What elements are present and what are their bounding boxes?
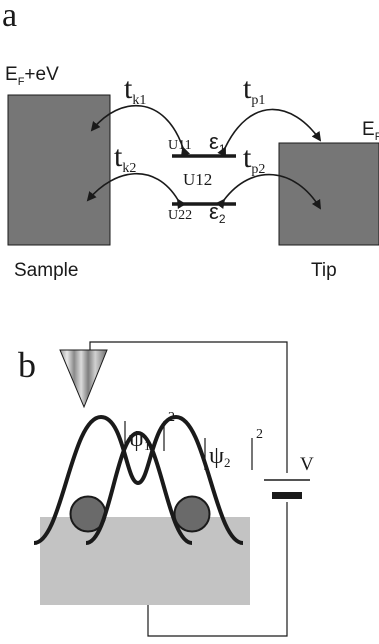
label-u12: U12 — [183, 170, 212, 189]
arrow-t-k2 — [86, 172, 187, 210]
panel-a-label: a — [2, 0, 17, 34]
voltage-label: V — [300, 454, 314, 475]
panel-a: a EF+eV EF tk1 tk2 tp1 tp2 — [2, 0, 379, 281]
label-u11: U11 — [168, 138, 192, 153]
label-t-p2: tp2 — [243, 141, 265, 177]
wavefunction-psi1 — [33, 414, 244, 545]
stm-tip — [59, 349, 108, 409]
panel-b: b V ψ1 2 ψ2 — [18, 341, 314, 637]
sample-electrode — [7, 94, 111, 246]
tip-electrode — [278, 142, 379, 246]
label-t-k2: tk2 — [114, 140, 136, 176]
battery-plate-short — [272, 492, 302, 499]
psi1-exponent: 2 — [168, 410, 175, 425]
label-u22: U22 — [168, 208, 192, 223]
circuit-wire-bottom — [147, 502, 288, 637]
atom-right — [173, 495, 211, 533]
psi1-symbol: ψ1 — [129, 426, 151, 453]
ef-plus-ev-label: EF+eV — [5, 64, 59, 88]
tip-label: Tip — [311, 260, 337, 281]
label-epsilon-1: ε1 — [209, 129, 226, 156]
arrow-t-p1 — [217, 108, 322, 158]
arrow-t-k1 — [90, 104, 191, 157]
circuit-wire-top — [89, 341, 288, 473]
arrow-t-p2 — [215, 173, 322, 210]
panel-b-label: b — [18, 345, 36, 385]
wavefunction-psi2 — [85, 430, 193, 545]
label-psi1: ψ1 2 — [124, 410, 175, 453]
ef-tip-label: EF — [362, 119, 379, 143]
label-epsilon-2: ε2 — [209, 199, 226, 226]
psi2-exponent: 2 — [256, 427, 263, 442]
label-t-p1: tp1 — [243, 72, 265, 108]
label-t-k1: tk1 — [124, 72, 146, 108]
sample-label: Sample — [14, 260, 78, 281]
substrate — [40, 517, 250, 605]
psi2-symbol: ψ2 — [209, 443, 231, 470]
label-psi2: ψ2 2 — [204, 427, 263, 470]
